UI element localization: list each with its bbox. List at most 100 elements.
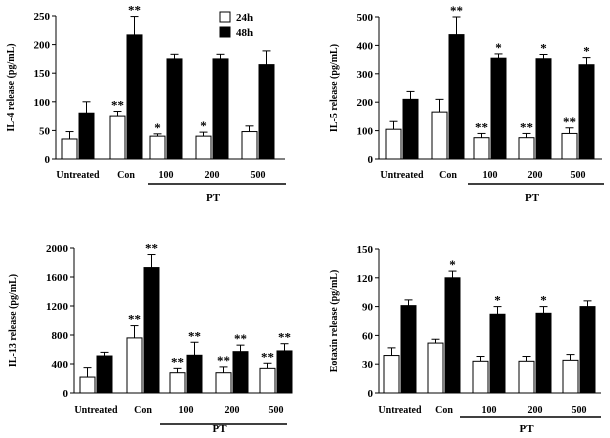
significance-label: ** [128,3,141,18]
x-category-label: Con [117,170,135,181]
bar-48h [402,98,419,160]
bar-48h [535,58,552,160]
x-category-label: Untreated [74,405,118,416]
significance-label: * [494,293,501,308]
bar-48h [489,313,506,394]
x-category-label: 100 [483,170,498,181]
x-category-label: 200 [528,170,543,181]
y-tick-label: 0 [368,388,374,400]
x-category-label: Con [435,405,453,416]
bar-48h [232,351,249,394]
x-category-label: Untreated [380,170,424,181]
y-axis-label: Eotaxin release (pg/mL) [329,270,340,373]
significance-label: * [540,40,547,55]
bar-24h [518,137,535,160]
bar-48h [212,58,229,160]
y-tick-label: 2000 [46,243,69,255]
significance-label: * [449,257,456,272]
bar-24h [472,360,489,394]
significance-label: ** [563,114,576,129]
group-label: PT [525,192,540,204]
y-tick-label: 0 [63,388,69,400]
x-category-label: 200 [225,405,240,416]
bar-24h [562,359,579,394]
bar-48h [276,350,293,394]
significance-label: ** [171,354,184,369]
y-axis-label: IL-13 release (pg/mL) [8,274,19,367]
y-tick-label: 90 [362,302,374,314]
significance-label: ** [278,330,291,345]
bar-48h [444,277,461,394]
bar-24h [79,376,96,394]
x-category-label: 100 [159,170,174,181]
x-category-label: Con [439,170,457,181]
bar-24h [241,131,258,160]
y-tick-label: 500 [357,12,374,24]
bar-24h [431,111,448,160]
y-tick-label: 120 [357,273,374,285]
bar-48h [126,34,143,160]
y-tick-label: 0 [45,154,51,166]
y-axis-label: IL-5 release (pg/mL) [329,44,340,132]
significance-label: ** [234,331,247,346]
y-tick-label: 400 [52,359,69,371]
bar-48h [400,305,417,394]
significance-label: ** [475,119,488,134]
x-category-label: Untreated [56,170,100,181]
x-category-label: 200 [205,170,220,181]
x-category-label: 500 [269,405,284,416]
bar-24h [385,128,402,160]
x-category-label: 500 [571,170,586,181]
bar-48h [258,64,275,160]
bar-24h [473,137,490,160]
x-category-label: Untreated [378,405,422,416]
bar-24h [383,355,400,394]
bar-48h [578,64,595,160]
chart-panel-3: 0 400 800 1200 1600 2000 IL-13 release (pg/mL)… [8,241,293,435]
bar-24h [149,135,166,160]
y-tick-label: 1600 [46,272,69,284]
y-tick-label: 300 [357,69,374,81]
bar-24h [518,360,535,394]
y-tick-label: 800 [52,330,69,342]
group-label: PT [212,423,227,435]
significance-label: ** [145,241,158,256]
bar-24h [259,367,276,394]
bar-24h [561,132,578,160]
y-tick-label: 50 [39,125,51,137]
group-label: PT [206,192,221,204]
significance-label: ** [450,3,463,18]
legend-swatch [219,11,231,23]
bar-48h [490,57,507,160]
bar-48h [166,58,183,160]
bar-24h [61,138,78,160]
y-tick-label: 100 [357,126,374,138]
significance-label: * [583,44,590,59]
significance-label: * [154,120,161,135]
significance-label: ** [520,119,533,134]
y-tick-label: 150 [357,244,374,256]
x-category-label: 500 [572,405,587,416]
x-category-label: Con [134,405,152,416]
significance-label: * [495,40,502,55]
group-label: PT [519,423,534,435]
y-tick-label: 200 [34,40,51,52]
y-tick-label: 100 [34,97,51,109]
y-tick-label: 1200 [46,301,69,313]
significance-label: ** [217,353,230,368]
y-tick-label: 30 [362,359,374,371]
bar-24h [427,342,444,394]
significance-label: ** [111,98,124,113]
significance-label: ** [261,349,274,364]
legend-label: 24h [236,12,253,24]
bar-24h [195,135,212,160]
significance-label: ** [128,312,141,327]
y-tick-label: 400 [357,40,374,52]
y-tick-label: 200 [357,97,374,109]
y-tick-label: 250 [34,11,51,23]
x-category-label: 100 [482,405,497,416]
